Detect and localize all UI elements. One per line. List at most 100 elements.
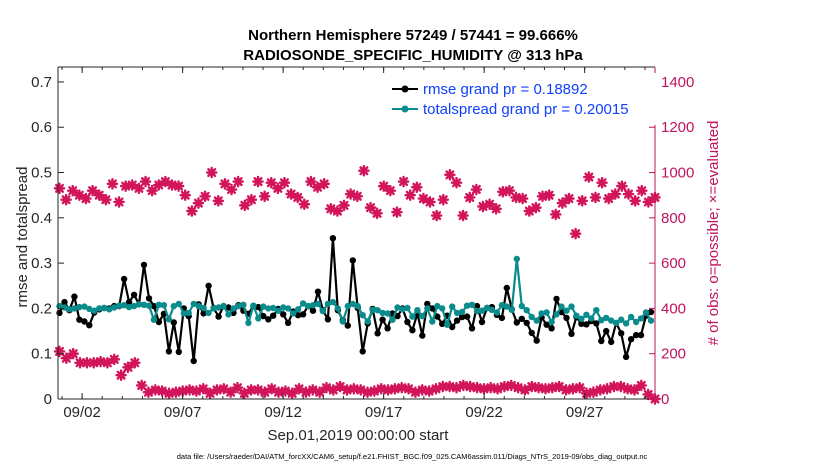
rmse-series-point [458,313,466,321]
rmse-series-point [439,320,446,327]
obs-evaluated-marker [74,356,86,369]
spread-series-point [91,307,98,314]
obs-evaluated-marker [115,369,127,382]
obs-possible-marker [238,199,251,212]
obs-possible-marker [589,191,602,204]
obs-evaluated-marker [437,380,449,393]
y-right-tick-label: 200 [661,346,686,363]
rmse-series-point [344,322,351,329]
rmse-series-point [359,348,366,355]
rmse-series-point [294,312,302,319]
spread-series-point [125,303,133,311]
obs-evaluated-marker [341,384,353,396]
obs-possible-marker [397,175,410,188]
x-tick-label: 09/22 [465,404,503,421]
obs-evaluated-marker [286,387,299,400]
rmse-series-point [478,318,486,326]
obs-evaluated-marker [94,355,107,368]
obs-evaluated-marker [60,352,73,365]
obs-evaluated-marker [389,383,401,395]
y-right-tick-label: 400 [661,300,686,317]
rmse-series-point [170,319,177,326]
spread-series-point [270,304,277,312]
rmse-series-point [647,308,655,316]
obs-possible-marker [166,179,178,191]
spread-series-point [359,312,366,319]
y-left-tick-label: 0.3 [31,255,52,272]
obs-evaluated-marker [375,383,388,395]
rmse-series-point [568,330,575,337]
y-left-tick-label: 0.4 [31,210,52,227]
rmse-series-point [260,312,267,320]
obs-evaluated-marker [183,384,196,396]
spread-series-point [613,319,620,327]
obs-evaluated-marker [628,384,641,396]
obs-evaluated-marker [122,361,134,374]
obs-possible-marker [86,184,99,197]
obs-possible-marker [549,208,562,221]
obs-possible-marker [616,180,628,192]
rmse-series-point [543,321,550,328]
rmse-series-point [424,300,431,308]
obs-possible-marker [576,195,589,207]
rmse-series-point [533,337,540,344]
spread-series-point [185,309,192,317]
spread-series-point [334,305,341,312]
obs-possible-marker [272,182,284,195]
obs-possible-marker [536,190,549,203]
obs-possible-marker [159,175,172,188]
spread-series-point [513,255,520,263]
obs-evaluated-marker [293,383,305,395]
obs-evaluated-marker [245,384,257,396]
spread-series-point [255,315,262,322]
spread-series-point [106,306,113,313]
spread-series-point [444,321,451,328]
spread-series-point [280,304,287,311]
spread-series-point [309,302,317,309]
obs-possible-marker [146,184,158,197]
obs-possible-marker [232,175,244,188]
spread-series-point [76,303,83,311]
obs-evaluated-marker [156,385,168,397]
spread-series-point [101,304,108,312]
spread-series-point [483,304,491,312]
rmse-series-point [463,313,471,320]
obs-evaluated-marker [259,386,271,399]
spread-series-point [354,302,361,310]
obs-possible-marker [119,180,132,192]
rmse-series-point [498,314,506,322]
obs-possible-marker [516,192,529,205]
obs-possible-marker [602,192,615,205]
obs-evaluated-marker [101,356,114,369]
obs-evaluated-marker [190,385,203,397]
x-tick-label: 09/07 [164,404,202,421]
obs-possible-marker [225,183,238,196]
rmse-series-point [255,303,262,311]
spread-series-point [111,304,118,311]
obs-possible-marker [53,182,66,195]
rmse-series-point [265,316,272,323]
spread-series-point [200,304,207,312]
legend-box [384,73,656,125]
obs-possible-marker [569,227,582,240]
spread-series-point [130,302,138,310]
obs-possible-marker [622,188,635,200]
obs-possible-marker [543,189,555,201]
obs-possible-marker [490,202,503,215]
spread-series-point [518,302,525,310]
y-left-tick-label: 0.5 [31,165,52,182]
obs-possible-marker [596,176,608,189]
obs-possible-marker [199,190,211,203]
spread-series-point [419,312,426,320]
rmse-series-point [145,295,153,302]
spread-series-point [538,310,545,317]
obs-evaluated-marker [348,383,360,395]
obs-possible-marker [609,188,622,200]
x-tick-label: 09/27 [566,404,604,421]
spread-series-point [642,309,650,316]
obs-evaluated-marker [560,384,572,396]
obs-possible-marker [391,206,403,218]
spread-series-point [265,305,272,312]
obs-possible-marker [463,191,476,204]
